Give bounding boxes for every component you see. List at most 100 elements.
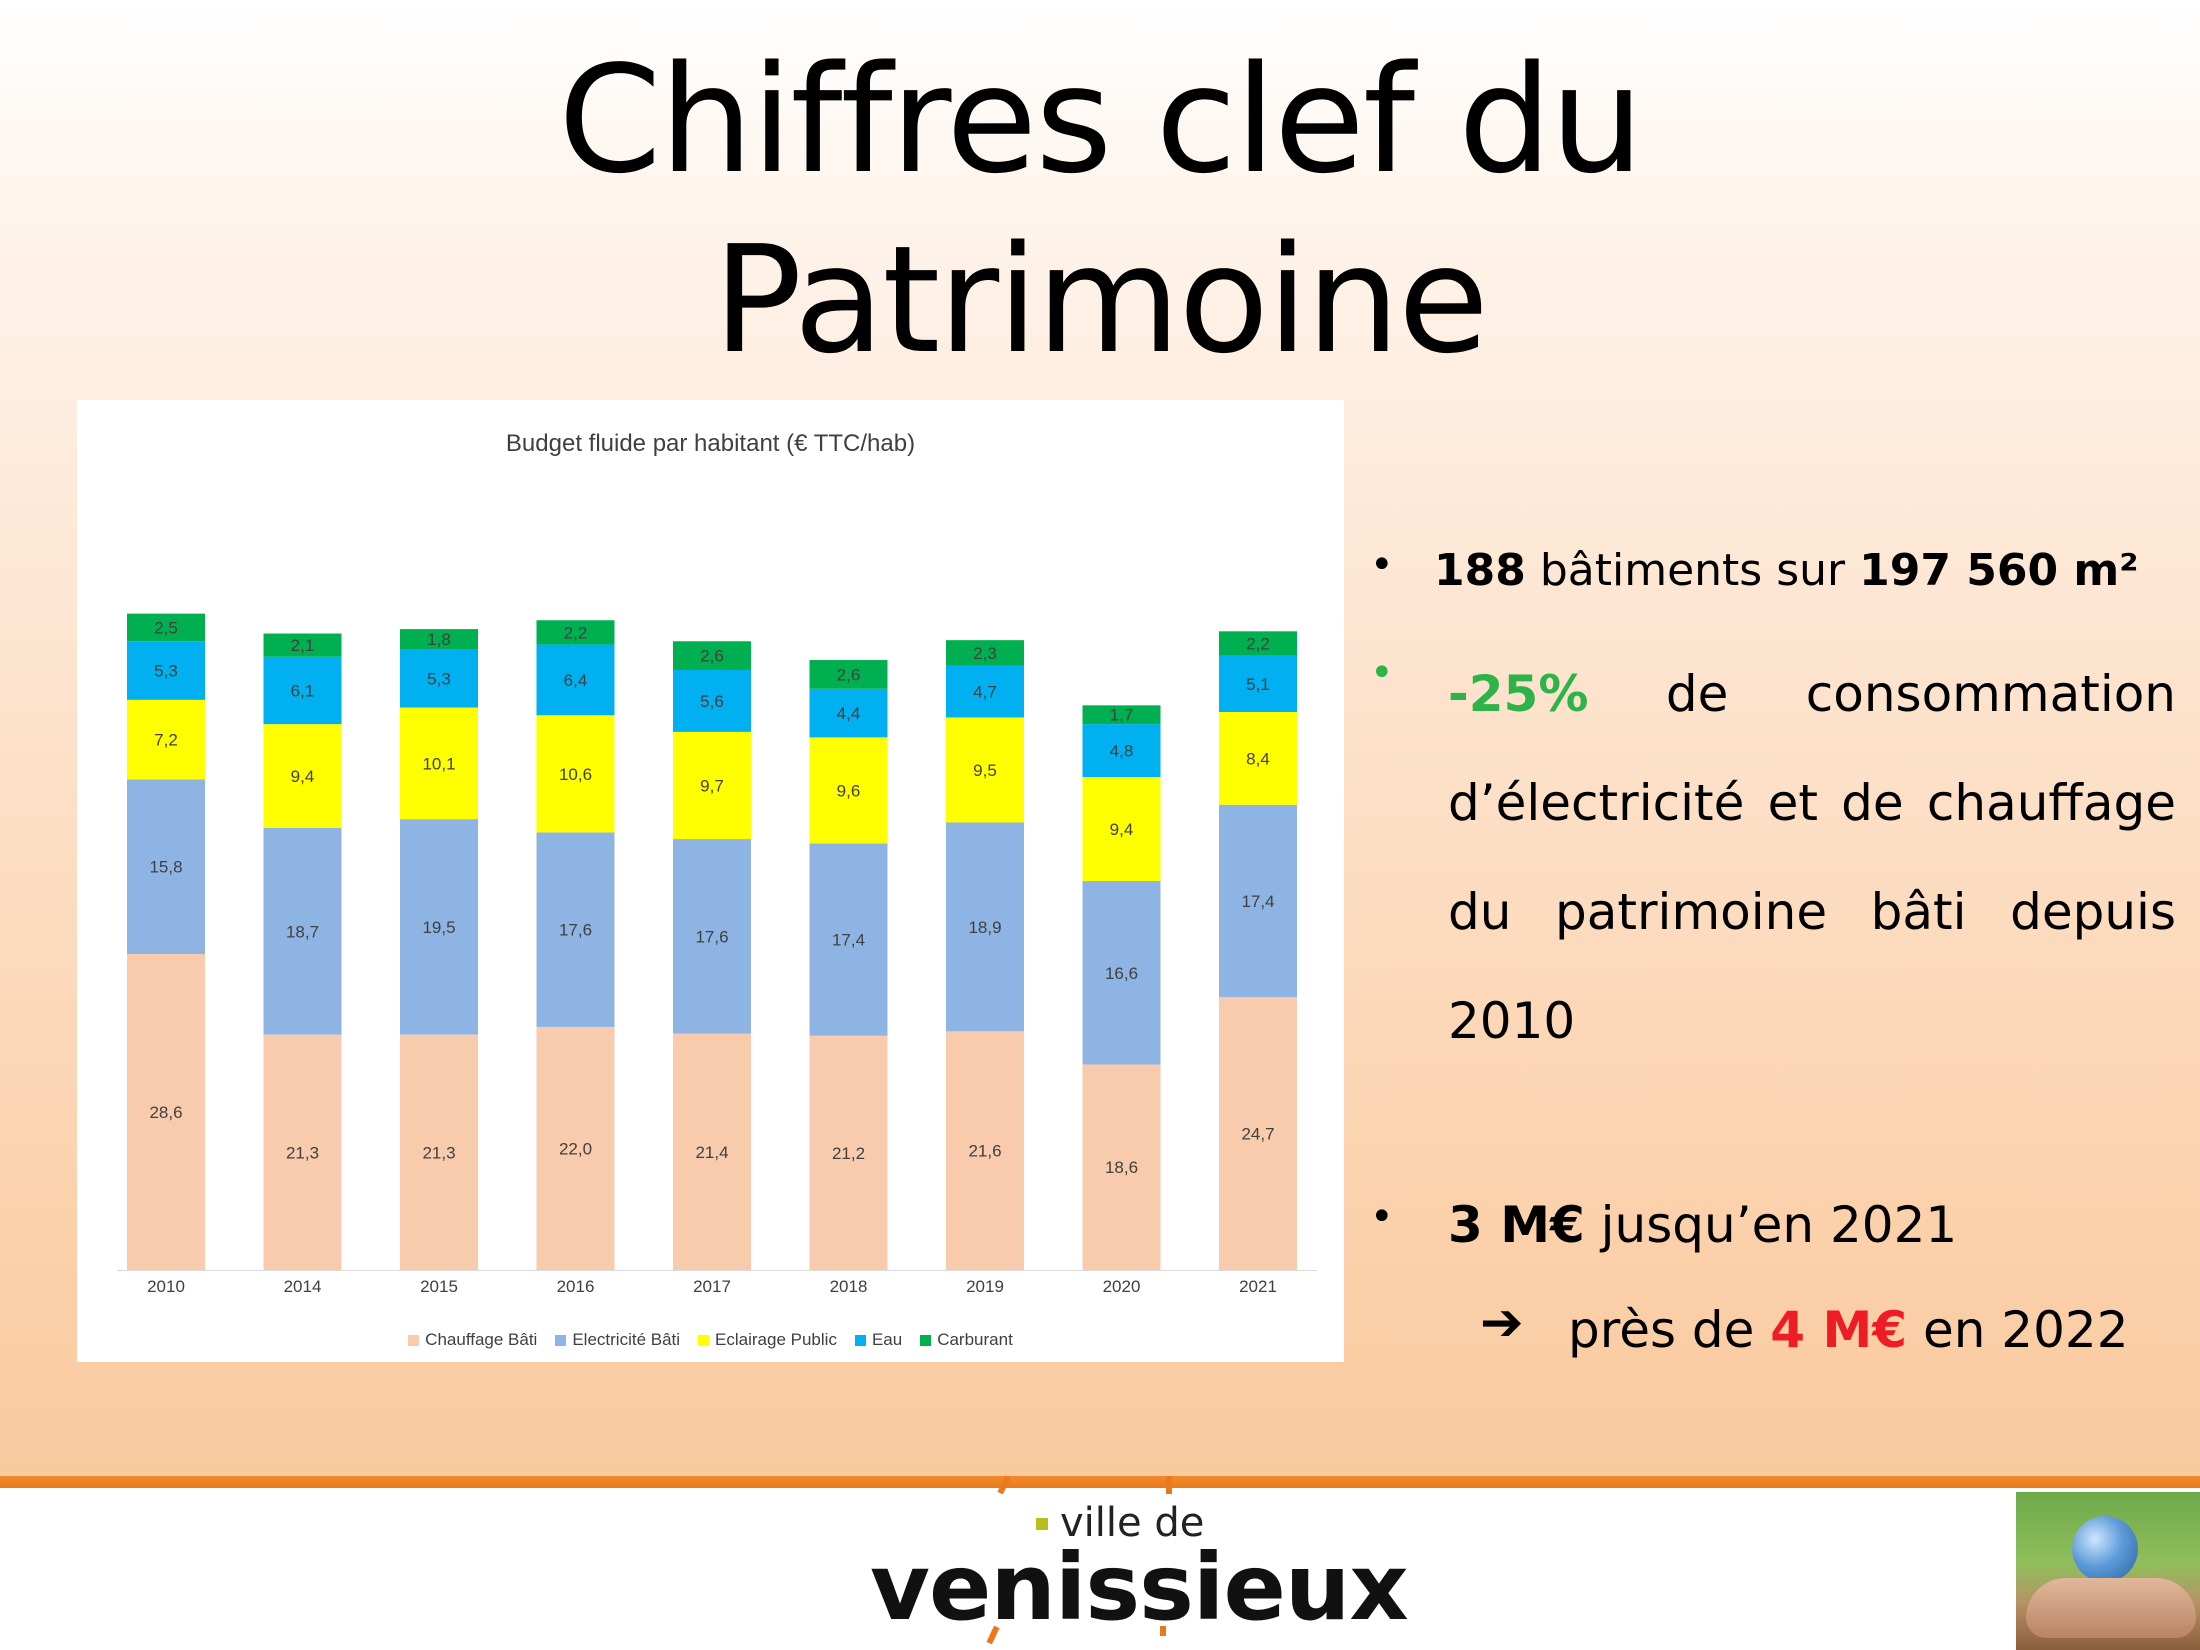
data-label: 17,6 — [695, 927, 728, 946]
bar-segment-carburant-2014 — [263, 633, 342, 657]
data-label: 5,6 — [700, 692, 724, 711]
x-tick-label: 2019 — [966, 1277, 1004, 1296]
data-label: 2,2 — [564, 623, 588, 642]
data-label: 2,2 — [1246, 634, 1270, 653]
bar-segment-chauffage-b-ti-2016 — [536, 1026, 615, 1270]
legend-label: Electricité Bâti — [572, 1330, 681, 1349]
bar-segment-chauffage-b-ti-2020 — [1082, 1064, 1161, 1270]
x-tick-label: 2021 — [1239, 1277, 1277, 1296]
data-label: 2,5 — [154, 618, 178, 637]
globe-icon — [2072, 1516, 2138, 1582]
footer-divider — [0, 1476, 2200, 1488]
bar-segment-carburant-2020 — [1082, 705, 1161, 725]
legend-label: Chauffage Bâti — [425, 1330, 538, 1349]
bar-segment-electricit-b-ti-2018 — [809, 843, 888, 1036]
data-label: 5,3 — [154, 662, 178, 681]
data-label: 4,7 — [973, 683, 997, 702]
data-label: 6,1 — [291, 681, 315, 700]
legend-item: Carburant — [920, 1330, 1013, 1350]
legend-item: Eclairage Public — [698, 1330, 837, 1350]
bar-segment-carburant-2016 — [536, 620, 615, 645]
data-label: 15,8 — [149, 858, 182, 877]
x-tick-label: 2017 — [693, 1277, 731, 1296]
data-label: 1,7 — [1110, 706, 1134, 725]
right-arrow-icon: ➔ — [1480, 1293, 1524, 1353]
data-label: 9,4 — [1110, 820, 1134, 839]
bar-segment-eclairage-public-2016 — [536, 715, 615, 833]
bar-segment-eau-2019 — [946, 665, 1024, 718]
legend-item: Eau — [854, 1330, 903, 1350]
bar-segment-eclairage-public-2014 — [263, 724, 342, 828]
data-label: 17,4 — [1241, 892, 1274, 911]
data-label: 1,8 — [427, 630, 451, 649]
legend-swatch — [698, 1334, 710, 1346]
bullet-dot-icon: • — [1370, 650, 1394, 696]
legend-swatch — [555, 1334, 567, 1346]
consumption-percent: -25% — [1448, 665, 1589, 723]
bar-segment-eclairage-public-2017 — [673, 731, 751, 840]
x-tick-label: 2015 — [420, 1277, 458, 1296]
legend-label: Eau — [871, 1330, 903, 1349]
chart-title: Budget fluide par habitant (€ TTC/hab) — [505, 430, 916, 457]
stacked-bar-chart: 28,6 15,8 7,2 5,3 2,5 2010 21,3 18,7 9,4 6,1 2,1 20… — [117, 613, 1317, 1296]
buildings-count: 188 — [1434, 545, 1526, 596]
budget-2021-desc: jusqu’en 2021 — [1584, 1196, 1958, 1254]
data-label: 18,7 — [286, 922, 319, 941]
logo-main-text: venissieux — [870, 1534, 1409, 1641]
hands-shape — [2026, 1578, 2196, 1638]
data-label: 2,6 — [700, 647, 724, 666]
bar-segment-carburant-2015 — [400, 629, 478, 649]
bar-segment-carburant-2017 — [673, 641, 751, 670]
data-label: 9,7 — [700, 776, 724, 795]
x-tick-label: 2020 — [1103, 1277, 1141, 1296]
x-tick-label: 2014 — [284, 1277, 322, 1296]
data-label: 17,6 — [559, 921, 592, 940]
bullet-budget-2022-text: près de 4 M€ en 2022 — [1568, 1295, 2129, 1365]
bar-segment-chauffage-b-ti-2019 — [946, 1031, 1024, 1270]
data-label: 6,4 — [564, 671, 588, 690]
data-label: 18,6 — [1105, 1158, 1138, 1177]
bar-segment-electricit-b-ti-2010 — [127, 779, 205, 954]
bar-segment-electricit-b-ti-2015 — [400, 819, 478, 1035]
footer — [0, 1488, 2200, 1650]
legend-swatch — [920, 1334, 932, 1346]
data-label: 9,5 — [973, 761, 997, 780]
title-line-2: Patrimoine — [713, 214, 1489, 386]
bar-segment-eau-2010 — [127, 641, 205, 700]
data-label: 2,6 — [837, 665, 861, 684]
data-label: 8,4 — [1246, 749, 1270, 768]
bar-segment-chauffage-b-ti-2015 — [400, 1034, 478, 1270]
bar-segment-electricit-b-ti-2020 — [1082, 881, 1161, 1065]
bar-segment-carburant-2018 — [809, 660, 888, 689]
bar-segment-carburant-2021 — [1219, 631, 1297, 656]
legend-item: Chauffage Bâti — [408, 1330, 537, 1350]
data-label: 2,1 — [291, 636, 315, 655]
slide-title: Chiffres clef du Patrimoine — [0, 30, 2200, 390]
legend-label: Carburant — [937, 1330, 1013, 1349]
chart-panel: Budget fluide par habitant (€ TTC/hab) 2… — [77, 400, 1344, 1362]
data-label: 21,3 — [286, 1143, 319, 1162]
bar-segment-eau-2021 — [1219, 655, 1297, 712]
bar-segment-electricit-b-ti-2017 — [673, 839, 751, 1034]
bar-segment-electricit-b-ti-2014 — [263, 828, 342, 1035]
earth-in-hands-photo — [2016, 1492, 2200, 1650]
logo-accent-mark — [1166, 1476, 1172, 1494]
consumption-desc: de consommation d’électricité et de chau… — [1448, 665, 2176, 1050]
data-label: 10,1 — [422, 754, 455, 773]
bar-segment-carburant-2010 — [127, 613, 205, 642]
x-tick-label: 2010 — [147, 1277, 185, 1296]
logo-dot-icon — [1036, 1518, 1048, 1530]
title-line-1: Chiffres clef du — [558, 34, 1644, 206]
data-label: 24,7 — [1241, 1125, 1274, 1144]
legend-swatch — [408, 1334, 420, 1346]
bullet-budget-2021-text: 3 M€ jusqu’en 2021 — [1448, 1190, 1957, 1260]
data-label: 7,2 — [154, 731, 178, 750]
bar-segment-eclairage-public-2010 — [127, 699, 205, 780]
data-label: 22,0 — [559, 1139, 592, 1158]
bar-segment-eau-2014 — [263, 656, 342, 725]
bar-segment-electricit-b-ti-2016 — [536, 832, 615, 1027]
data-label: 21,2 — [832, 1144, 865, 1163]
budget-2022-pre: près de — [1568, 1301, 1771, 1359]
data-label: 21,6 — [968, 1142, 1001, 1161]
logo-small-text: ville de — [1060, 1500, 1205, 1546]
